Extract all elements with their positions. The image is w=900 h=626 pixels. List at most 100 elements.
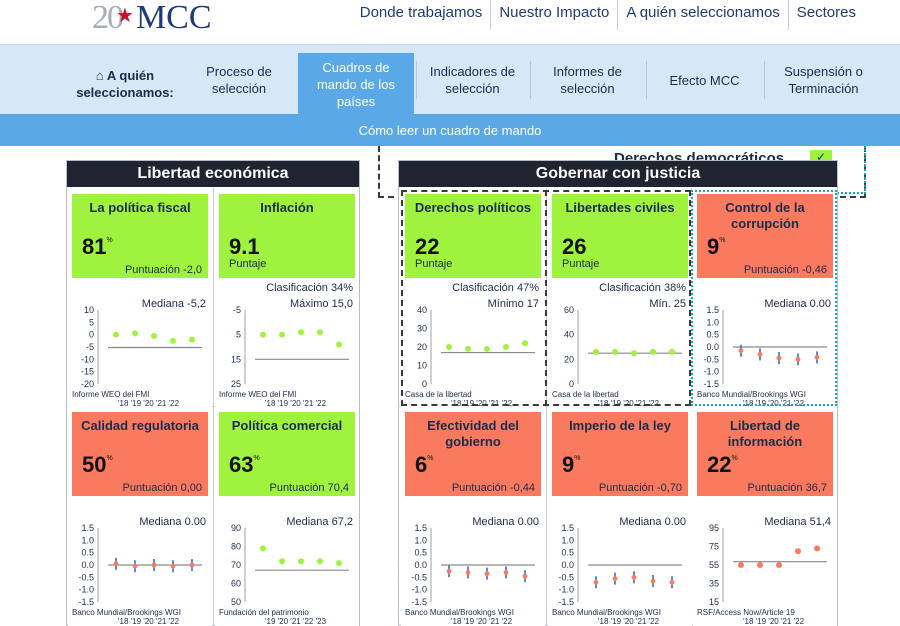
how-to-read-scorecard-link[interactable]: Cómo leer un cuadro de mando (0, 114, 900, 146)
data-point (757, 562, 763, 568)
scorecard-indicator[interactable]: Efectividad del gobierno 6% Puntuación -0,… (401, 408, 545, 626)
data-point (465, 345, 471, 352)
scorecard-indicator[interactable]: Libertad de información 22% Puntuación 36,… (693, 408, 837, 626)
data-source-label: Casa de la libertad (405, 390, 472, 399)
data-point (484, 345, 490, 352)
data-point (446, 568, 452, 574)
y-tick-label: -1.0 (411, 585, 427, 595)
scorecard-indicator[interactable]: Derechos políticos 22 Puntaje Clasificación… (401, 190, 545, 408)
indicator-threshold: Mediana 67,2 (286, 516, 353, 528)
y-tick-label: 1.0 (414, 535, 427, 545)
year-labels: '18 '19 '20 '21 '22 (598, 617, 660, 626)
y-tick-label: -0.5 (703, 354, 719, 364)
nav-our-impact[interactable]: Nuestro Impacto (490, 0, 617, 30)
data-source-label: Banco Mundial/Brookings WGI (405, 608, 514, 617)
y-tick-label: -1.0 (703, 367, 719, 377)
data-point (279, 558, 285, 565)
y-tick-label: 0.5 (81, 548, 94, 558)
y-tick-label: -5 (233, 305, 241, 315)
data-source-label: Banco Mundial/Brookings WGI (697, 390, 806, 399)
indicator-value: 9% (562, 452, 580, 478)
y-tick-label: 0.0 (414, 560, 427, 570)
y-tick-label: 0 (569, 379, 574, 389)
subnav-item-mcc-effect[interactable]: Efecto MCC (646, 61, 762, 99)
indicator-trend-chart: 40 30 20 10 0 (417, 305, 535, 389)
y-tick-label: -1.5 (703, 379, 719, 389)
nav-sectors[interactable]: Sectores (787, 0, 864, 30)
indicator-title: La política fiscal (89, 200, 191, 215)
y-tick-label: 20 (417, 342, 427, 352)
panel-title: Libertad económica (67, 161, 359, 187)
subnav-item-country-scorecards[interactable]: Cuadros de mando de los países (298, 53, 414, 115)
y-tick-label: 75 (709, 542, 719, 552)
indicator-value-number: 81 (82, 234, 107, 259)
scorecard-indicator[interactable]: Control de la corrupción 9% Puntuación -0,… (693, 190, 837, 408)
indicator-status-box: La política fiscal 81% Puntuación -2,0 (72, 194, 208, 278)
indicator-threshold: Mín. 25 (649, 298, 686, 310)
scorecard-indicator[interactable]: Política comercial 63% Puntuación 70,4 Medi… (215, 408, 359, 626)
y-tick-label: 10 (417, 361, 427, 371)
y-tick-label: 1.0 (561, 535, 574, 545)
scorecard-indicator[interactable]: La política fiscal 81% Puntuación -2,0 Medi… (68, 190, 212, 408)
indicator-threshold: Mediana 51,4 (764, 516, 831, 528)
data-point (612, 576, 618, 581)
y-tick-label: 1.0 (706, 317, 719, 327)
data-point (170, 337, 176, 344)
mcc-logo[interactable]: 20 ★ MCC (92, 0, 212, 36)
scorecard-indicator[interactable]: Calidad regulatoria 50% Puntuación 0,00 Med… (68, 408, 212, 626)
y-tick-label: 1.5 (706, 305, 719, 315)
y-tick-label: 40 (417, 305, 427, 315)
percent-sign: % (106, 454, 113, 462)
indicator-trend-chart: 60 40 20 0 (564, 305, 682, 389)
indicator-value: 50% (82, 452, 113, 478)
y-tick-label: 0 (422, 379, 427, 389)
indicator-threshold: Máximo 15,0 (290, 298, 353, 310)
indicator-score: Puntuación -0,44 (451, 482, 535, 494)
y-tick-label: -0.5 (78, 572, 94, 582)
indicator-unit: Puntaje (229, 258, 267, 270)
data-source-label: Informe WEO del FMI (72, 390, 150, 399)
data-point (503, 344, 509, 350)
y-tick-label: -1.5 (558, 597, 574, 607)
y-tick-label: 35 (709, 579, 719, 589)
year-labels: '18 '19 '20 '21 '22 (265, 399, 327, 408)
year-labels: '18 '19 '20 '21 '22 (743, 617, 805, 626)
subnav-item-selection-indicators[interactable]: Indicadores de selección (416, 61, 528, 99)
scorecard-indicator[interactable]: Libertades civiles 26 Puntaje Clasificación… (548, 190, 692, 408)
data-point (795, 548, 801, 555)
year-labels: '18 '19 '20 '21 '22 (451, 617, 513, 626)
nav-who-we-select[interactable]: A quién seleccionamos (617, 0, 787, 30)
sub-nav: ⌂ A quién seleccionamos: Proceso de sele… (0, 44, 900, 115)
year-labels: '18 '19 '20 '21 '22 (743, 399, 805, 408)
data-point (503, 570, 509, 575)
indicator-threshold: Mediana -5,2 (141, 298, 206, 310)
year-labels: '18 '19 '20 '21 '22 (118, 399, 180, 408)
y-tick-label: 0.5 (561, 548, 574, 558)
y-tick-label: 10 (84, 305, 94, 315)
y-tick-label: -20 (81, 379, 94, 389)
y-tick-label: 80 (231, 542, 241, 552)
percent-sign: % (427, 454, 434, 462)
percent-sign: % (574, 454, 581, 462)
indicator-value-number: 22 (415, 234, 440, 259)
data-point (336, 341, 342, 348)
percent-sign: % (731, 454, 738, 462)
percent-sign: % (106, 236, 113, 244)
subnav-item-selection-process[interactable]: Proceso de selección (206, 64, 272, 96)
y-tick-label: 20 (564, 354, 574, 364)
scorecard-indicator[interactable]: Inflación 9.1 Puntaje Clasificación 34% Máxi… (215, 190, 359, 408)
indicator-title: Política comercial (231, 418, 343, 433)
data-point (260, 545, 266, 552)
y-tick-label: -1.5 (78, 597, 94, 607)
subnav-item-selection-reports[interactable]: Informes de selección (530, 61, 644, 99)
indicator-value: 22% (707, 452, 738, 478)
data-point (631, 574, 637, 580)
scorecard-indicator[interactable]: Imperio de la ley 9% Puntuación -0,70 Media… (548, 408, 692, 626)
nav-where-we-work[interactable]: Donde trabajamos (359, 4, 483, 21)
panel-title: Gobernar con justicia (399, 161, 837, 187)
subnav-home-link[interactable]: ⌂ A quién seleccionamos: (70, 67, 180, 101)
indicator-threshold: Mínimo 17 (487, 298, 539, 310)
y-tick-label: 50 (231, 597, 241, 607)
subnav-item-suspension[interactable]: Suspensión o Terminación (764, 61, 882, 99)
indicator-score: Puntuación 36,7 (747, 482, 827, 494)
